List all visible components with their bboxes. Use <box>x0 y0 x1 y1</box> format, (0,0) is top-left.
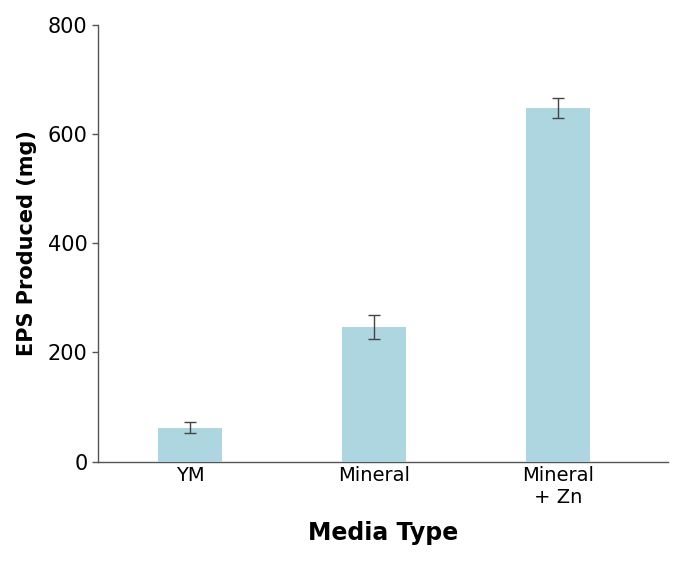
Bar <box>526 108 590 461</box>
X-axis label: Media Type: Media Type <box>308 522 458 545</box>
Bar <box>158 428 222 461</box>
Bar <box>342 327 406 461</box>
Y-axis label: EPS Produced (mg): EPS Produced (mg) <box>16 130 37 356</box>
